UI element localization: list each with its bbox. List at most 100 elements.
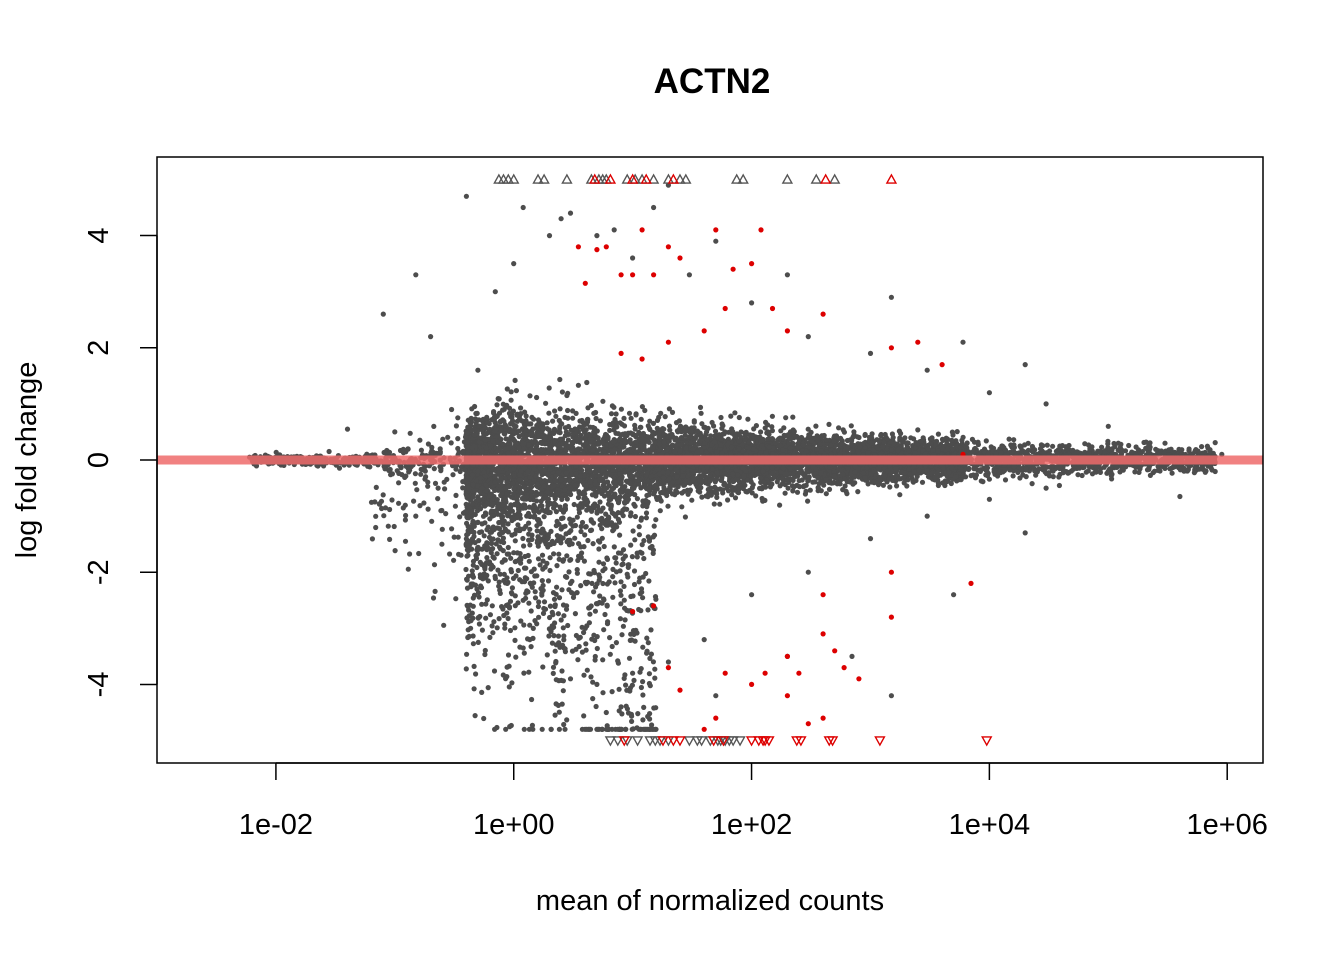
gene-point (572, 611, 579, 617)
gene-point (509, 591, 515, 597)
gene-point (645, 607, 651, 613)
gene-point (758, 429, 764, 435)
gene-point (599, 526, 605, 532)
gene-point (570, 594, 577, 601)
gene-point (911, 436, 917, 442)
gene-point (728, 413, 734, 419)
gene-point (745, 416, 751, 422)
gene-point (591, 589, 597, 595)
gene-point (1143, 439, 1149, 445)
gene-point (643, 515, 650, 521)
gene-point (896, 428, 903, 434)
gene-point (732, 410, 738, 416)
gene-point (600, 398, 606, 404)
gene-point (532, 589, 538, 595)
gene-point (1017, 475, 1023, 481)
gene-point (564, 392, 570, 399)
gene-point (565, 622, 571, 629)
gene-point (646, 578, 652, 584)
gene-point (568, 528, 574, 534)
gene-point (626, 655, 633, 661)
gene-point (653, 705, 659, 711)
gene-point (471, 663, 477, 670)
gene-point (541, 599, 548, 605)
gene-point (500, 514, 506, 520)
gene-point (547, 567, 553, 574)
gene-point (621, 583, 627, 590)
gene-point (1023, 474, 1029, 480)
gene-point (521, 622, 527, 628)
gene-point (1044, 442, 1050, 448)
gene-point (562, 573, 569, 580)
gene-point (505, 615, 511, 622)
gene-point (826, 421, 832, 427)
gene-point (578, 554, 584, 561)
gene-point (1111, 440, 1117, 447)
gene-point (476, 621, 482, 627)
gene-point (610, 594, 616, 600)
gene-point (453, 596, 459, 602)
gene-point (590, 541, 596, 547)
gene-point (487, 612, 493, 618)
gene-point (673, 488, 679, 494)
gene-point (576, 490, 582, 496)
gene-point (528, 489, 535, 495)
gene-point (851, 429, 857, 435)
gene-point (550, 612, 556, 618)
gene-point (544, 420, 550, 426)
gene-point (543, 400, 549, 406)
gene-point (414, 487, 420, 493)
gene-point (496, 583, 502, 589)
gene-point (494, 402, 500, 408)
gene-point (848, 423, 854, 429)
plot-area (157, 173, 1263, 747)
gene-point (451, 557, 457, 563)
gene-point (585, 405, 591, 411)
gene-point (453, 492, 459, 498)
gene-point (608, 411, 615, 417)
gene-point (540, 664, 546, 670)
gene-point (553, 523, 559, 529)
gene-point (546, 410, 552, 416)
gene-point (438, 465, 444, 472)
gene-point (641, 555, 647, 562)
gene-point (416, 550, 422, 557)
gene-point (894, 483, 900, 489)
gene-point (1010, 473, 1016, 479)
gene-point (504, 664, 510, 670)
gene-point (636, 524, 642, 530)
gene-point (609, 689, 615, 695)
gene-point (621, 597, 627, 603)
gene-point (495, 511, 501, 517)
gene-point (562, 503, 569, 509)
gene-point (482, 520, 488, 526)
gene-point (625, 564, 631, 571)
gene-point (584, 379, 590, 386)
gene-point (841, 429, 848, 435)
gene-point (505, 544, 511, 551)
gene-point (381, 513, 387, 519)
gene-point (630, 528, 636, 534)
gene-point (441, 622, 447, 628)
gene-point (558, 617, 564, 623)
gene-point (521, 526, 527, 532)
gene-point (689, 497, 695, 503)
gene-point (702, 424, 708, 430)
gene-point (530, 726, 536, 732)
gene-point (902, 435, 908, 441)
gene-point (647, 418, 653, 424)
gene-point (612, 555, 618, 561)
gene-point (559, 389, 566, 395)
gene-point (431, 562, 438, 568)
gene-point (654, 417, 661, 423)
gene-point (562, 506, 569, 513)
gene-point (578, 544, 584, 550)
gene-point (402, 538, 409, 544)
gene-point (482, 651, 488, 658)
chart-title: ACTN2 (654, 62, 771, 101)
gene-point (554, 584, 560, 590)
gene-point (489, 603, 495, 609)
gene-point (662, 414, 668, 420)
gene-point (590, 679, 596, 685)
